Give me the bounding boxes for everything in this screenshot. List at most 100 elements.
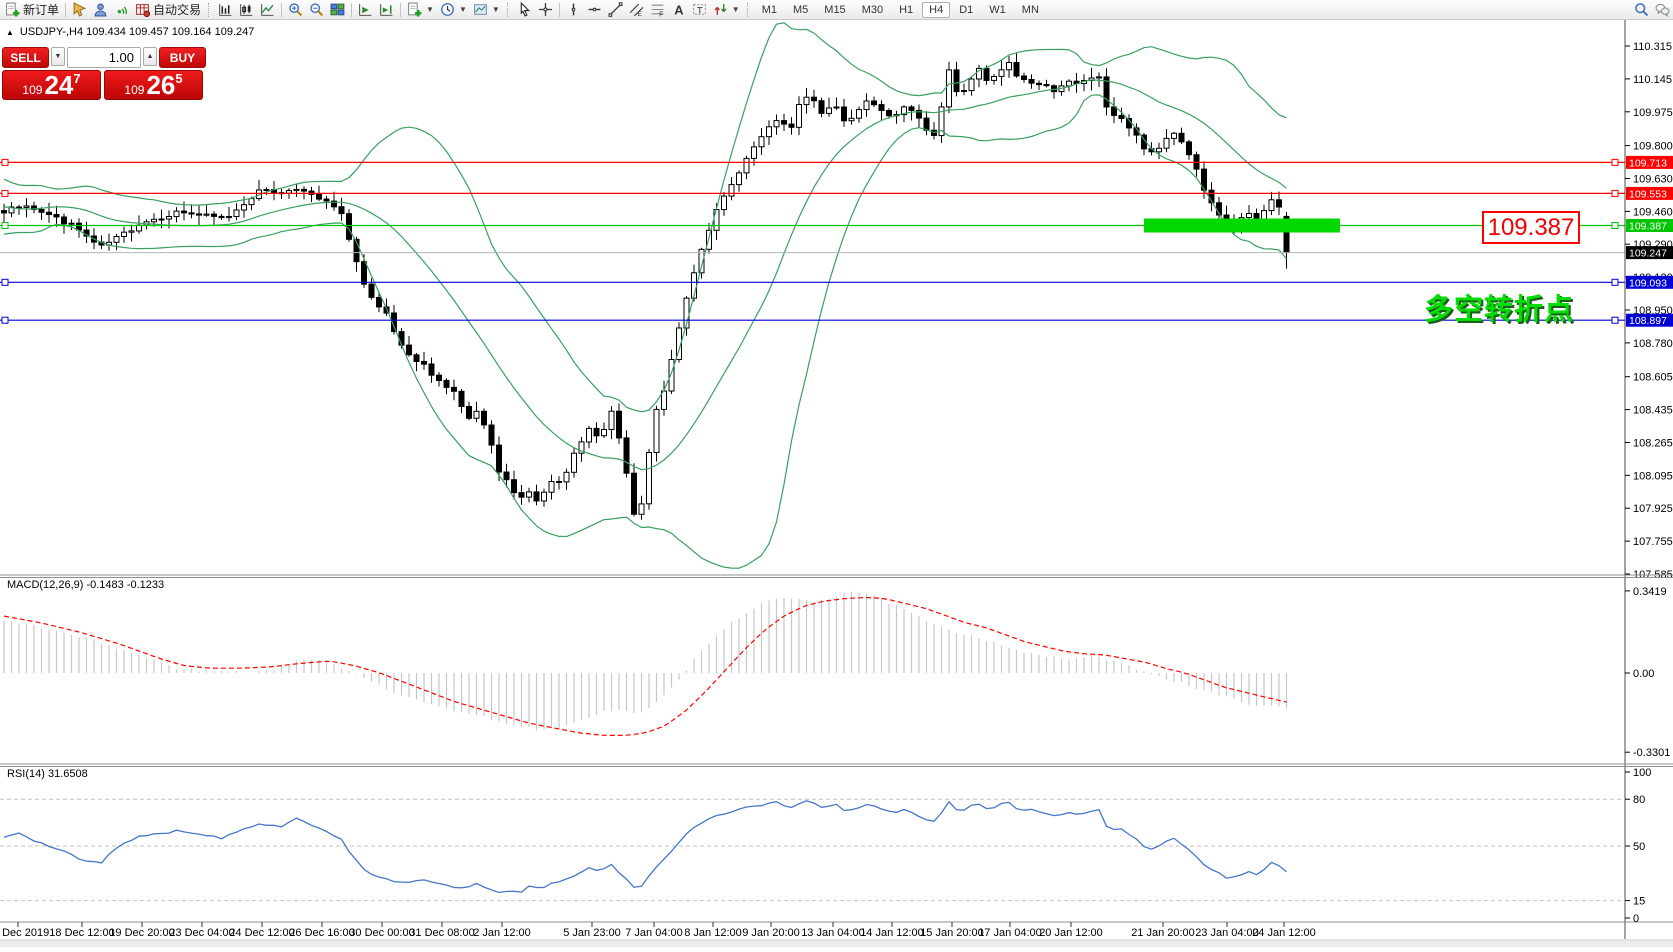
market-profile-button[interactable] <box>90 1 111 19</box>
svg-text:108.605: 108.605 <box>1633 372 1673 384</box>
linech-icon <box>261 4 274 16</box>
profile-icon <box>94 3 107 17</box>
chart-shift-button[interactable] <box>376 1 397 19</box>
fibo-icon: F <box>651 4 664 17</box>
bar-chart-mode-button[interactable] <box>215 1 236 19</box>
horizontal-line-tool-button[interactable] <box>584 1 605 19</box>
svg-text:23 Jan 04:00: 23 Jan 04:00 <box>1195 927 1259 939</box>
signals-button[interactable] <box>111 1 132 19</box>
symbol-ohlc-text: USDJPY-,H4 109.434 109.457 109.164 109.2… <box>19 26 255 38</box>
buy-button[interactable]: BUY <box>158 47 206 68</box>
crosshair-button[interactable] <box>535 1 556 19</box>
auto-scroll-button[interactable] <box>355 1 376 19</box>
arrows-tool-button[interactable]: ▼ <box>710 1 743 19</box>
timeframe-h1-button[interactable]: H1 <box>899 3 914 16</box>
timeframe-d1-button[interactable]: D1 <box>959 3 974 16</box>
support-highlight-bar[interactable] <box>1144 218 1340 233</box>
sell-price-box[interactable]: 109 24 7 <box>2 70 101 100</box>
rsi-line <box>3 800 1287 894</box>
docplus-icon <box>408 2 422 17</box>
macd-axis[interactable]: 0.3419 0.00 -0.3301 <box>1625 586 1670 759</box>
chat-icon <box>1655 3 1670 17</box>
buy-price-sup: 5 <box>175 71 183 86</box>
svg-text:30 Dec 00:00: 30 Dec 00:00 <box>349 927 414 939</box>
text-label-tool-button[interactable]: T <box>689 1 710 19</box>
pivot-ray[interactable] <box>0 222 1625 229</box>
cursor-icon <box>520 2 530 17</box>
toolbar-grip[interactable] <box>506 2 510 17</box>
new-order-label: 新订单 <box>23 3 60 17</box>
rsi-axis[interactable]: 100 80 50 15 0 <box>1625 767 1651 925</box>
timeframe-h4-button[interactable]: H4 <box>922 1 951 18</box>
chart-pointer-button[interactable] <box>69 1 90 19</box>
toolbar-grip[interactable] <box>208 2 211 17</box>
svg-text:T: T <box>697 5 703 16</box>
timeframe-m1-button[interactable]: M1 <box>761 3 777 16</box>
svg-text:109.093: 109.093 <box>1629 277 1667 289</box>
svg-text:21 Jan 20:00: 21 Jan 20:00 <box>1131 927 1195 939</box>
axis-label-109.553: 109.553 <box>1626 186 1673 200</box>
timeframe-w1-button[interactable]: W1 <box>989 3 1006 16</box>
svg-text:110.145: 110.145 <box>1633 74 1672 86</box>
turning-point-label[interactable]: 多空转折点 <box>1424 294 1575 326</box>
labelt-icon: T <box>692 4 706 16</box>
support-ray-1[interactable] <box>0 278 1625 286</box>
channel-icon: E <box>629 3 644 17</box>
svg-text:108.897: 108.897 <box>1629 315 1667 327</box>
svg-text:110.315: 110.315 <box>1633 41 1672 53</box>
collapse-icon[interactable]: ▲ <box>6 27 14 37</box>
vline-icon <box>571 3 576 16</box>
buy-price-box[interactable]: 109 26 5 <box>104 70 203 100</box>
toolbar-grip[interactable] <box>746 2 750 17</box>
candles-layer[interactable] <box>1 53 1290 520</box>
chat-button[interactable] <box>1652 1 1673 19</box>
svg-text:109.553: 109.553 <box>1629 188 1667 200</box>
support-ray-2[interactable] <box>0 316 1625 324</box>
timeframe-m15-button[interactable]: M15 <box>824 3 846 16</box>
volume-decrease-button[interactable]: ▼ <box>51 47 65 66</box>
svg-text:31 Dec 08:00: 31 Dec 08:00 <box>409 927 474 939</box>
text-tool-button[interactable]: A <box>668 1 689 19</box>
svg-text:109.630: 109.630 <box>1633 174 1673 186</box>
axis-label-108.897: 108.897 <box>1626 313 1673 327</box>
svg-text:50: 50 <box>1633 841 1645 853</box>
new-chart-button[interactable]: ▼ <box>404 1 437 19</box>
zoom-out-button[interactable] <box>306 1 327 19</box>
pane-separators[interactable] <box>0 574 1673 923</box>
tile-windows-button[interactable] <box>327 1 348 19</box>
dropdown-arrow-icon[interactable]: ▼ <box>491 5 500 14</box>
chart-symbol-header: ▲ USDJPY-,H4 109.434 109.457 109.164 109… <box>6 26 254 38</box>
volume-increase-button[interactable]: ▲ <box>143 47 157 66</box>
line-chart-mode-button[interactable] <box>257 1 278 19</box>
svg-text:109.713: 109.713 <box>1629 157 1667 169</box>
cursor-button[interactable] <box>514 1 535 19</box>
new-order-button[interactable]: 新订单 <box>2 1 62 19</box>
templates-button[interactable]: ▼ <box>470 1 503 19</box>
svg-text:15 Jan 20:00: 15 Jan 20:00 <box>920 927 984 939</box>
fibonacci-tool-button[interactable]: F <box>647 1 668 19</box>
timeframe-mn-button[interactable]: MN <box>1021 3 1039 16</box>
price-callout-box[interactable]: 109.387 <box>1482 211 1580 244</box>
candlestick-mode-button[interactable] <box>236 1 257 19</box>
zoom-in-button[interactable] <box>285 1 306 19</box>
trendline-tool-button[interactable] <box>605 1 626 19</box>
vertical-line-tool-button[interactable] <box>563 1 584 19</box>
zoomin-icon <box>289 3 303 17</box>
timeframe-m5-button[interactable]: M5 <box>793 3 809 16</box>
auto-trading-button[interactable]: 自动交易 <box>132 1 204 19</box>
periods-button[interactable]: ▼ <box>437 1 470 19</box>
dropdown-arrow-icon[interactable]: ▼ <box>731 5 740 14</box>
dropdown-arrow-icon[interactable]: ▼ <box>458 5 467 14</box>
sell-button[interactable]: SELL <box>2 47 50 68</box>
volume-input[interactable] <box>67 47 141 68</box>
arrows-icon <box>714 4 727 15</box>
equidistant-channel-tool-button[interactable]: E <box>626 1 647 19</box>
dropdown-arrow-icon[interactable]: ▼ <box>426 5 434 14</box>
timeframe-m30-button[interactable]: M30 <box>861 3 884 16</box>
svg-text:109.247: 109.247 <box>1629 248 1667 260</box>
resistance-ray-2[interactable] <box>0 189 1625 197</box>
search-button[interactable] <box>1631 1 1652 19</box>
resistance-ray-1[interactable] <box>0 158 1625 166</box>
